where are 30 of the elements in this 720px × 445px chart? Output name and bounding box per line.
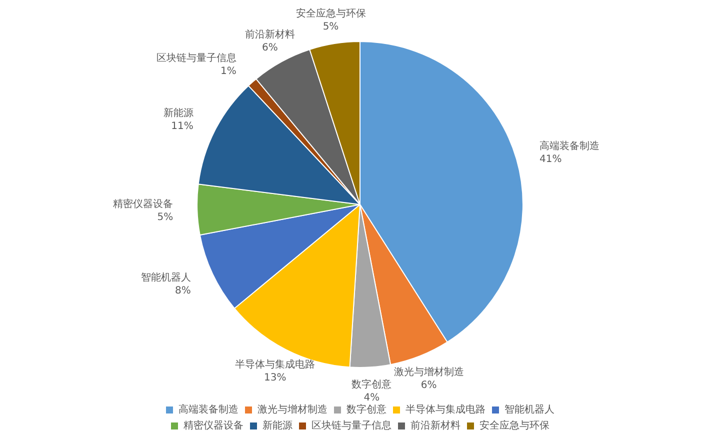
slice-label: 智能机器人 (140, 272, 191, 284)
legend-label: 数字创意 (346, 404, 386, 416)
slice-label: 区块链与量子信息 (156, 52, 236, 64)
data-label: 11% (171, 121, 194, 132)
slice-label: 安全应急与环保 (296, 7, 366, 20)
data-label: 5% (157, 212, 174, 223)
data-label: 1% (220, 66, 236, 77)
legend-label: 半导体与集成电路 (406, 404, 486, 416)
slice-label: 精密仪器设备 (113, 198, 174, 210)
legend-label: 激光与增材制造 (258, 404, 328, 416)
data-label: 41% (540, 154, 562, 165)
data-label: 5% (322, 21, 339, 32)
legend-label: 精密仪器设备 (184, 420, 244, 432)
data-label: 13% (264, 372, 286, 384)
data-label: 4% (364, 392, 380, 404)
slice-label: 前沿新材料 (244, 28, 295, 40)
slice-label: 高端装备制造 (540, 140, 600, 152)
legend-label: 高端装备制造 (178, 404, 238, 416)
slice-label: 半导体与集成电路 (235, 358, 316, 371)
data-label: 6% (420, 380, 437, 391)
legend-label: 区块链与量子信息 (312, 420, 392, 432)
legend-label: 新能源 (262, 420, 292, 432)
slice-label: 数字创意 (352, 378, 392, 391)
slice-label: 新能源 (163, 107, 194, 120)
data-label: 8% (174, 286, 191, 297)
legend-label: 前沿新材料 (410, 420, 460, 432)
slice-label: 激光与增材制造 (394, 366, 464, 378)
legend-label: 智能机器人 (504, 404, 554, 416)
legend-label: 安全应急与环保 (480, 420, 550, 432)
data-label: 6% (262, 42, 278, 54)
